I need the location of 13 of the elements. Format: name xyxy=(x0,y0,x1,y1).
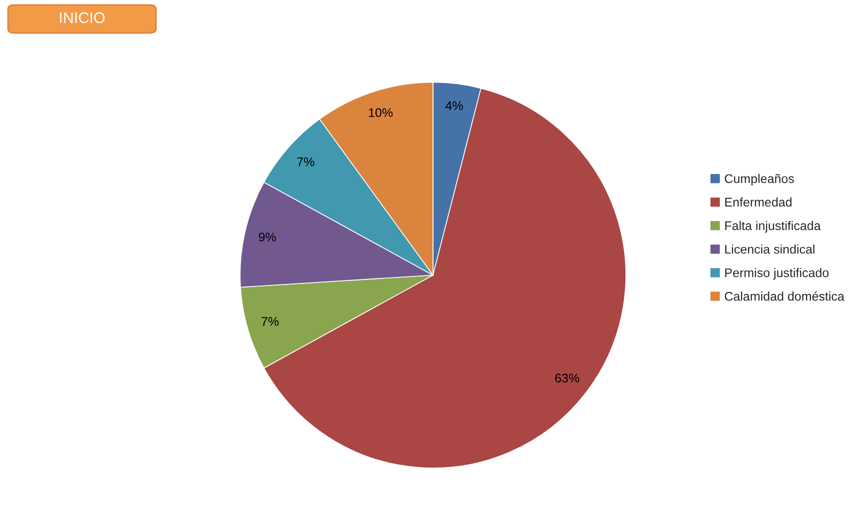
data-label: 7% xyxy=(297,157,314,166)
legend-label: Falta injustificada xyxy=(725,220,821,233)
legend-label: Calamidad doméstica xyxy=(724,291,844,301)
legend-label: Permiso justificado xyxy=(725,268,829,280)
data-label: 63% xyxy=(555,374,580,383)
legend-label: Cumpleaños xyxy=(724,174,794,186)
legend-label: Enfermedad xyxy=(725,197,792,207)
legend-label: Licencia sindical xyxy=(725,244,814,254)
data-label: 7% xyxy=(262,317,279,326)
data-label: 9% xyxy=(258,232,276,242)
data-label: 10% xyxy=(368,108,393,118)
data-label: 4% xyxy=(446,101,463,110)
text: INICIO xyxy=(60,12,105,24)
